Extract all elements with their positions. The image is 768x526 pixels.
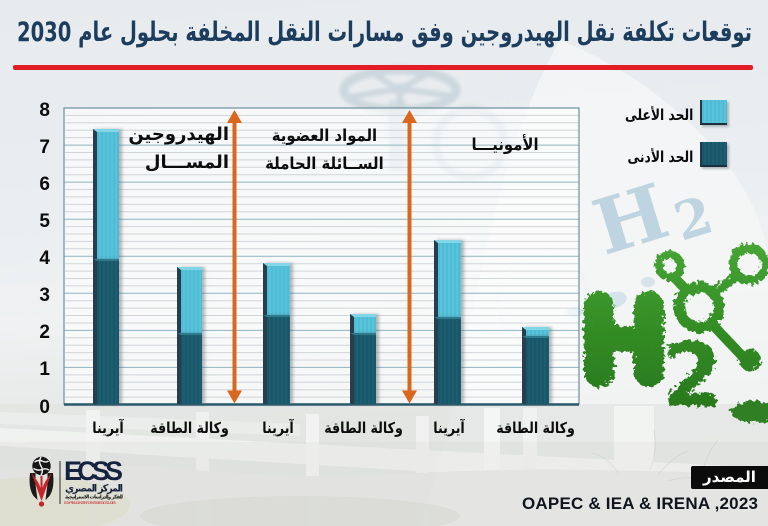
svg-text:2: 2	[662, 324, 723, 427]
svg-text:EGYPTIAN CENTER FOR STRATEGIC: EGYPTIAN CENTER FOR STRATEGIC STUDIES	[64, 501, 117, 505]
svg-text:ECSS: ECSS	[64, 456, 123, 486]
svg-text:للفكر والدراسات الاستراتيجية: للفكر والدراسات الاستراتيجية	[65, 494, 123, 501]
svg-text:المركز المصري: المركز المصري	[65, 484, 123, 495]
